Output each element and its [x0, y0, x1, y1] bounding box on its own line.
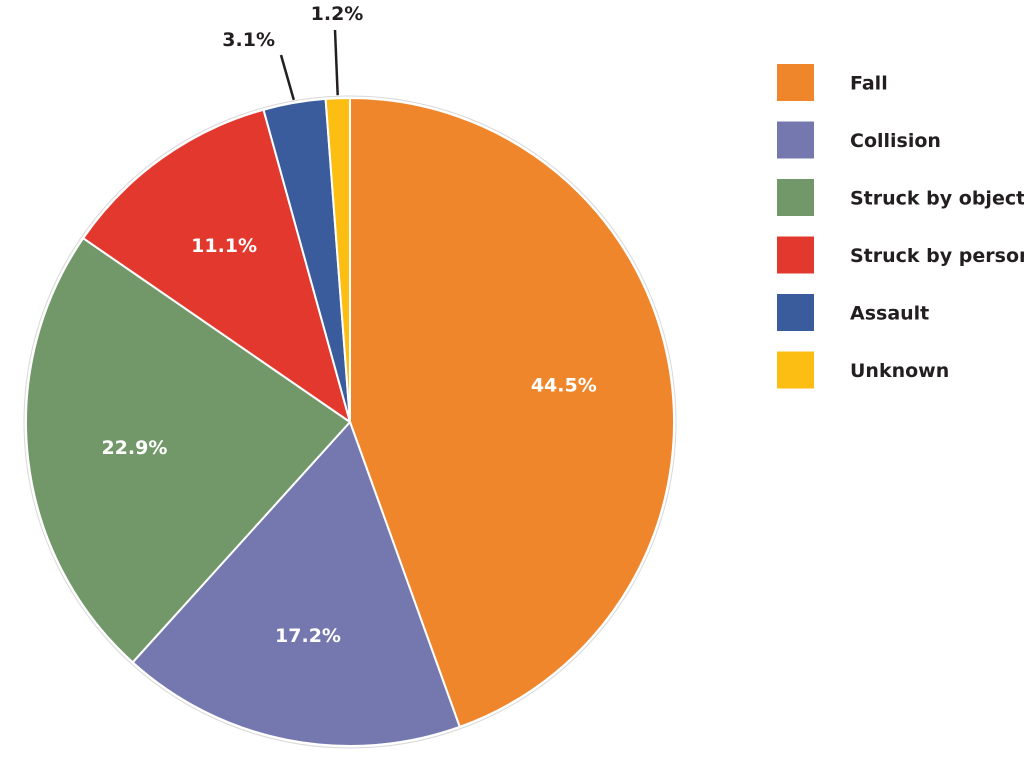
legend-swatch-assault — [777, 294, 814, 331]
legend-swatch-struck-by-person — [777, 236, 814, 274]
legend-label-struck-by-object: Struck by object — [850, 188, 1024, 210]
pie-slice-fall — [349, 97, 675, 728]
pie-slices — [23, 95, 677, 749]
data-label-collision: 17.2% — [275, 625, 341, 647]
legend-label-struck-by-person: Struck by person — [850, 245, 1024, 267]
legend: Fall Collision Struck by object Struck by p… — [777, 64, 1024, 389]
pie-slice-struck-by-person — [82, 108, 351, 423]
legend-swatch-collision — [777, 121, 814, 159]
legend-label-assault: Assault — [850, 303, 929, 325]
legend-label-collision: Collision — [850, 130, 941, 152]
pie-slice-struck-by-object — [25, 237, 351, 664]
data-label-struck-by-object: 22.9% — [101, 437, 167, 459]
leader-line-unknown — [333, 29, 339, 96]
leader-lines — [279, 29, 339, 101]
data-label-assault: 3.1% — [222, 29, 275, 51]
legend-label-unknown: Unknown — [850, 360, 949, 382]
data-label-struck-by-person: 11.1% — [191, 235, 257, 257]
data-label-unknown: 1.2% — [311, 3, 364, 25]
pie-slice-unknown — [324, 97, 351, 423]
legend-swatch-struck-by-object — [777, 179, 814, 216]
legend-label-fall: Fall — [850, 73, 888, 95]
data-label-fall: 44.5% — [531, 375, 597, 397]
legend-swatch-fall — [777, 64, 814, 101]
pie-slice-collision — [131, 421, 461, 747]
legend-swatch-unknown — [777, 351, 814, 389]
leader-line-assault — [279, 54, 296, 101]
slice-labels: 44.5% 17.2% 22.9% 11.1% 3.1% 1.2% — [101, 3, 596, 647]
